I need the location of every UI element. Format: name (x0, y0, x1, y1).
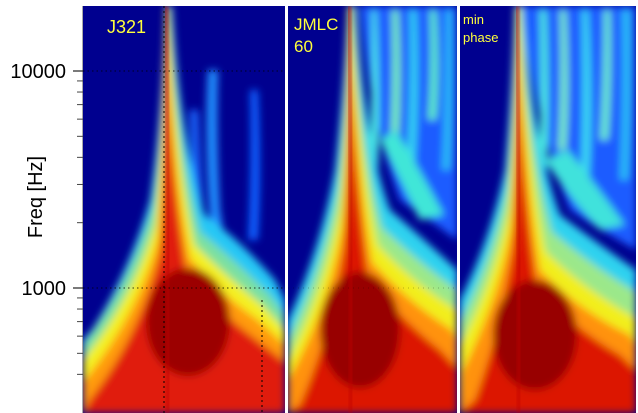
panel-gap-2 (457, 0, 460, 413)
panel-min-phase (460, 6, 636, 413)
panel-label-jmlc60: JMLC 60 (294, 15, 338, 56)
y-tick-label: 1000 (22, 278, 67, 300)
top-margin (83, 0, 638, 6)
panel-label-min-phase: min phase (463, 12, 498, 45)
panel-jmlc60 (288, 6, 457, 413)
y-axis-label: Freq [Hz] (25, 156, 47, 238)
panel-label-j321: J321 (107, 17, 146, 37)
y-tick-label: 10000 (10, 61, 66, 83)
panel-gap-1 (285, 0, 288, 413)
panel-j321 (83, 6, 285, 413)
